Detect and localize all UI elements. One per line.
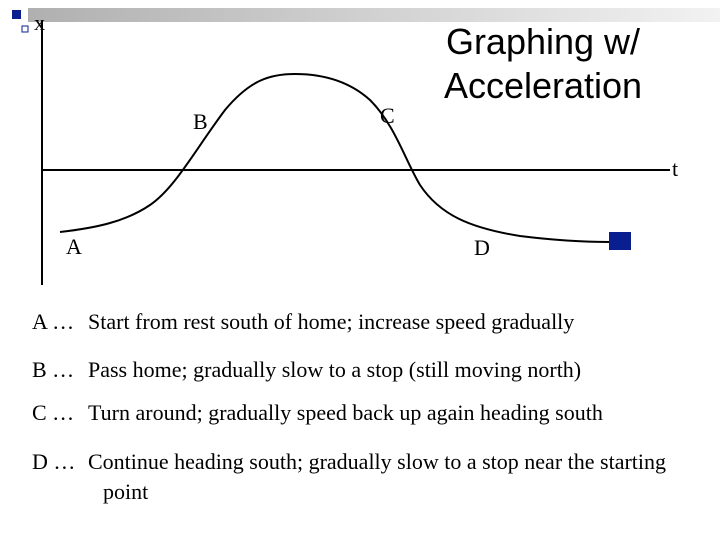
description-item: C … Turn around; gradually speed back up… — [32, 398, 702, 428]
end-marker — [609, 232, 631, 250]
title-line: Graphing w/ — [445, 21, 641, 62]
item-key: B … — [32, 357, 75, 382]
point-label: A — [66, 234, 82, 259]
item-key: C … — [32, 400, 75, 425]
description-item: D … Continue heading south; gradually sl… — [32, 447, 702, 507]
y-axis-label: x — [34, 10, 45, 35]
header-bar — [28, 8, 720, 22]
point-label: C — [380, 103, 395, 128]
title-line: Acceleration — [443, 65, 643, 106]
item-key: D … — [32, 449, 76, 474]
item-key: A … — [32, 309, 75, 334]
description-item: A … Start from rest south of home; incre… — [32, 307, 702, 337]
item-text: Turn around; gradually speed back up aga… — [88, 400, 603, 425]
item-text: Start from rest south of home; increase … — [88, 309, 575, 334]
item-text: Continue heading south; gradually slow t… — [88, 449, 667, 504]
item-text: Pass home; gradually slow to a stop (sti… — [88, 357, 582, 382]
x-axis-label: t — [672, 156, 678, 181]
description-item: B … Pass home; gradually slow to a stop … — [32, 355, 702, 385]
point-label: B — [193, 109, 208, 134]
corner-square — [12, 10, 21, 19]
position-curve — [59, 72, 611, 243]
point-label: D — [474, 235, 490, 260]
corner-square — [21, 25, 29, 33]
